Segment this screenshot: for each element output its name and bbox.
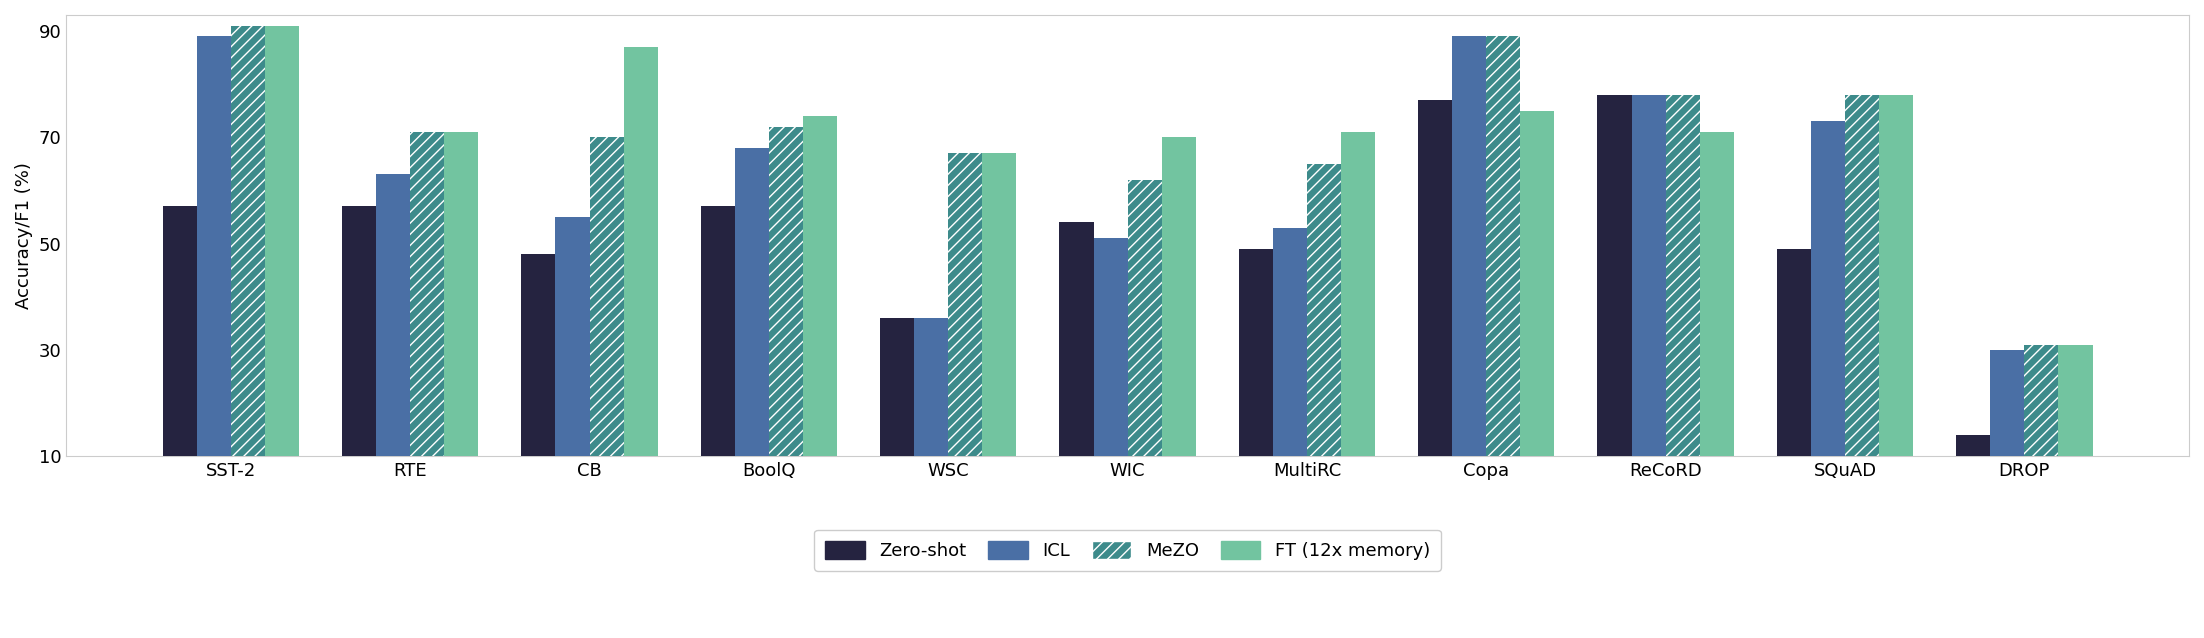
Bar (342, 206, 377, 509)
Bar (1812, 121, 1845, 509)
Bar (163, 206, 196, 509)
Bar (1957, 435, 1990, 509)
Bar (522, 254, 555, 509)
Bar (1060, 222, 1093, 509)
Bar (231, 26, 264, 509)
Bar (624, 47, 657, 509)
Bar (1093, 238, 1128, 509)
Bar (1239, 249, 1274, 509)
Bar (1485, 36, 1521, 509)
Bar (1162, 137, 1197, 509)
Bar (1307, 164, 1340, 509)
Bar (196, 36, 231, 509)
Bar (1452, 36, 1485, 509)
Bar (1340, 132, 1375, 509)
Bar (2023, 345, 2059, 509)
Bar (588, 137, 624, 509)
Bar (948, 153, 983, 509)
Bar (1776, 249, 1812, 509)
Bar (983, 153, 1016, 509)
Bar (2059, 345, 2092, 509)
Bar (769, 126, 802, 509)
Bar (1521, 110, 1554, 509)
Bar (410, 132, 445, 509)
Bar (701, 206, 734, 509)
Y-axis label: Accuracy/F1 (%): Accuracy/F1 (%) (15, 162, 33, 309)
Bar (1880, 94, 1913, 509)
Bar (1631, 94, 1666, 509)
Legend: Zero-shot, ICL, MeZO, FT (12x memory): Zero-shot, ICL, MeZO, FT (12x memory) (813, 530, 1441, 571)
Bar (377, 174, 410, 509)
Bar (1274, 228, 1307, 509)
Bar (1845, 94, 1880, 509)
Bar (555, 217, 588, 509)
Bar (1417, 100, 1452, 509)
Bar (1990, 350, 2023, 509)
Bar (1699, 132, 1735, 509)
Bar (734, 148, 769, 509)
Bar (1666, 94, 1699, 509)
Bar (879, 318, 915, 509)
Bar (445, 132, 478, 509)
Bar (264, 26, 300, 509)
Bar (915, 318, 948, 509)
Bar (1128, 180, 1162, 509)
Bar (1598, 94, 1631, 509)
Bar (802, 116, 838, 509)
